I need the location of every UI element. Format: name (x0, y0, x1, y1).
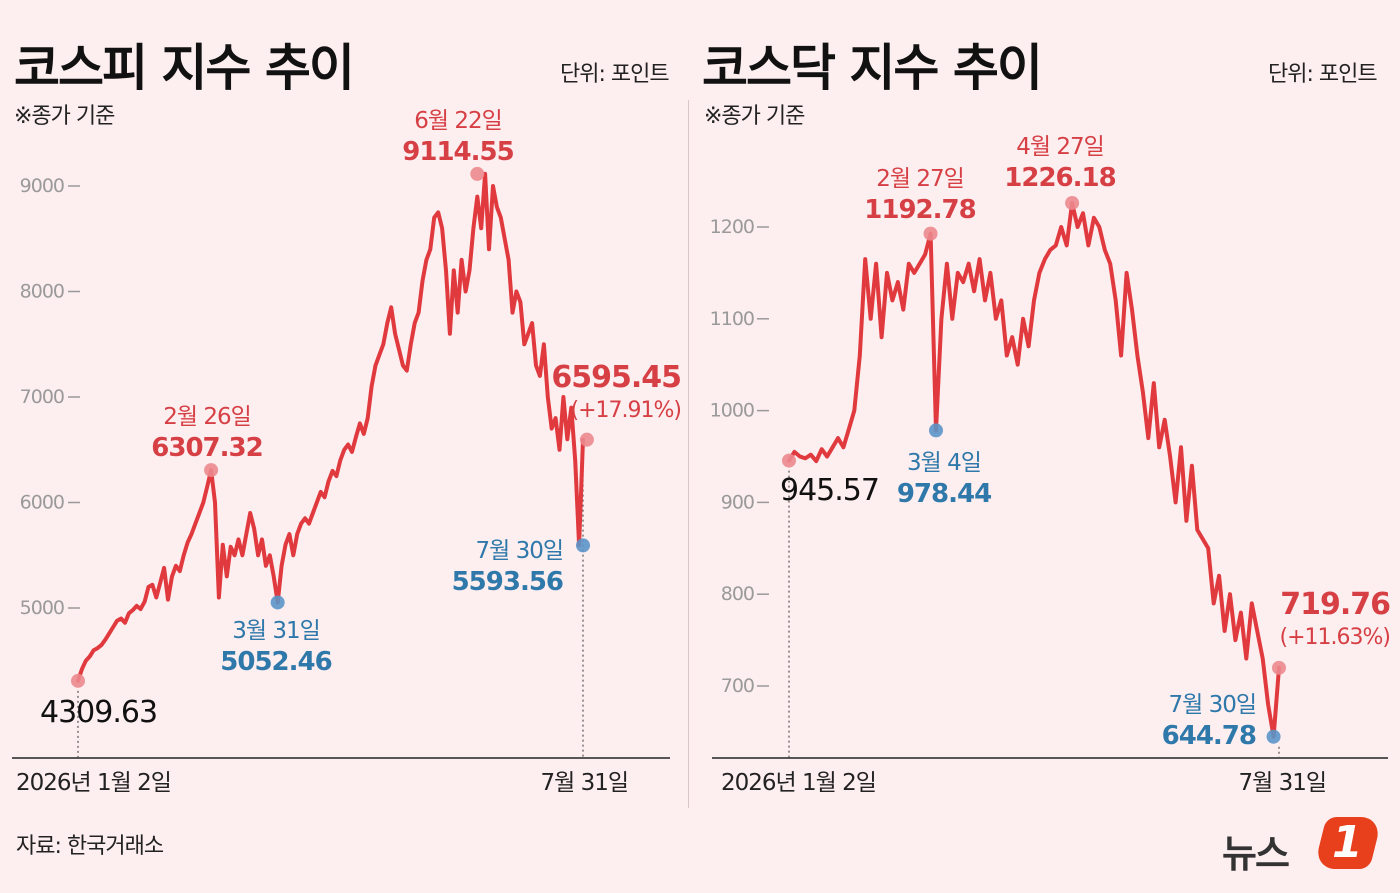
kospi-point-date: 6월 22일 (414, 108, 502, 134)
kosdaq-point-date: 2월 27일 (876, 166, 964, 192)
kosdaq-ytick-label: 900 (721, 491, 754, 513)
kosdaq-title: 코스닥 지수 추이 (702, 39, 1043, 97)
kosdaq-point-marker-low (1266, 729, 1281, 744)
kospi-ytick-label: 9000 (20, 175, 64, 197)
kosdaq-ytick-label: 1100 (710, 308, 754, 330)
kospi-point-marker-low (270, 595, 285, 610)
kosdaq-ytick-label: 1200 (710, 216, 754, 238)
kosdaq-ytick-label: 800 (721, 583, 754, 605)
kospi-ytick-label: 6000 (20, 492, 64, 514)
kospi-ytick-label: 8000 (20, 281, 64, 303)
kosdaq-point-date: 7월 30일 (1168, 692, 1256, 718)
kospi-point-marker-high (470, 166, 485, 181)
kospi-ytick-label: 7000 (20, 386, 64, 408)
kosdaq-ytick-label: 700 (721, 675, 754, 697)
kosdaq-point-date: 3월 4일 (907, 450, 981, 476)
kospi-start-value: 4309.63 (40, 695, 157, 730)
kosdaq-unit-label: 단위: 포인트 (1268, 62, 1378, 87)
kospi-point-date: 2월 26일 (163, 404, 251, 430)
kospi-point-marker-end (579, 432, 594, 447)
kosdaq-point-value: 1226.18 (1004, 163, 1115, 193)
panel-divider (688, 100, 689, 808)
logo-text: 뉴스 (1222, 832, 1290, 876)
kosdaq-panel: 코스닥 지수 추이 단위: 포인트 ※종가 기준 (690, 0, 1400, 893)
logo-badge-number: 1 (1332, 817, 1363, 868)
kospi-point-marker-low (576, 538, 590, 553)
kosdaq-point-date: 4월 27일 (1016, 134, 1104, 160)
kospi-title: 코스피 지수 추이 (14, 39, 355, 97)
kosdaq-point-value: 644.78 (1162, 721, 1256, 751)
kospi-xaxis-label: 7월 31일 (540, 770, 628, 796)
kospi-point-value: 6307.32 (151, 433, 262, 463)
kospi-panel: 코스피 지수 추이 단위: 포인트 ※종가 기준 (0, 0, 688, 893)
kosdaq-point-value: 1192.78 (864, 195, 975, 225)
kosdaq-point-marker-end (1272, 660, 1286, 675)
kosdaq-start-value: 945.57 (780, 473, 879, 508)
kospi-unit-label: 단위: 포인트 (560, 62, 670, 87)
kospi-point-value: 5052.46 (220, 647, 331, 677)
kospi-end-value: 6595.45 (551, 360, 681, 395)
kosdaq-point-marker-high (1065, 195, 1080, 210)
kosdaq-xaxis-label: 7월 31일 (1238, 770, 1326, 796)
kosdaq-point-value: 978.44 (897, 479, 991, 509)
kosdaq-series-line (787, 201, 1281, 739)
kospi-point-marker-high (204, 463, 219, 478)
kosdaq-end-change: (+11.63%) (1280, 625, 1391, 650)
kospi-basis-note: ※종가 기준 (14, 104, 115, 129)
kosdaq-ytick-label: 1000 (710, 400, 754, 422)
data-source: 자료: 한국거래소 (16, 834, 164, 859)
kospi-point-date: 3월 31일 (232, 618, 320, 644)
kosdaq-xaxis-label: 2026년 1월 2일 (721, 770, 876, 796)
kospi-point-marker-start (71, 673, 85, 688)
kospi-point-value: 5593.56 (452, 567, 563, 597)
kospi-point-date: 7월 30일 (475, 538, 563, 564)
kosdaq-point-marker-start (782, 453, 796, 468)
kosdaq-basis-note: ※종가 기준 (704, 104, 805, 129)
kospi-point-value: 9114.55 (402, 137, 513, 167)
kospi-xaxis-label: 2026년 1월 2일 (16, 770, 171, 796)
kospi-series-line (76, 171, 585, 683)
news1-logo: 뉴스 1 (1222, 815, 1387, 876)
kosdaq-point-marker-low (929, 423, 943, 438)
kosdaq-end-value: 719.76 (1280, 587, 1390, 622)
kospi-ytick-label: 5000 (20, 597, 64, 619)
kospi-end-change: (+17.91%) (571, 398, 682, 423)
kosdaq-point-marker-high (923, 226, 938, 241)
